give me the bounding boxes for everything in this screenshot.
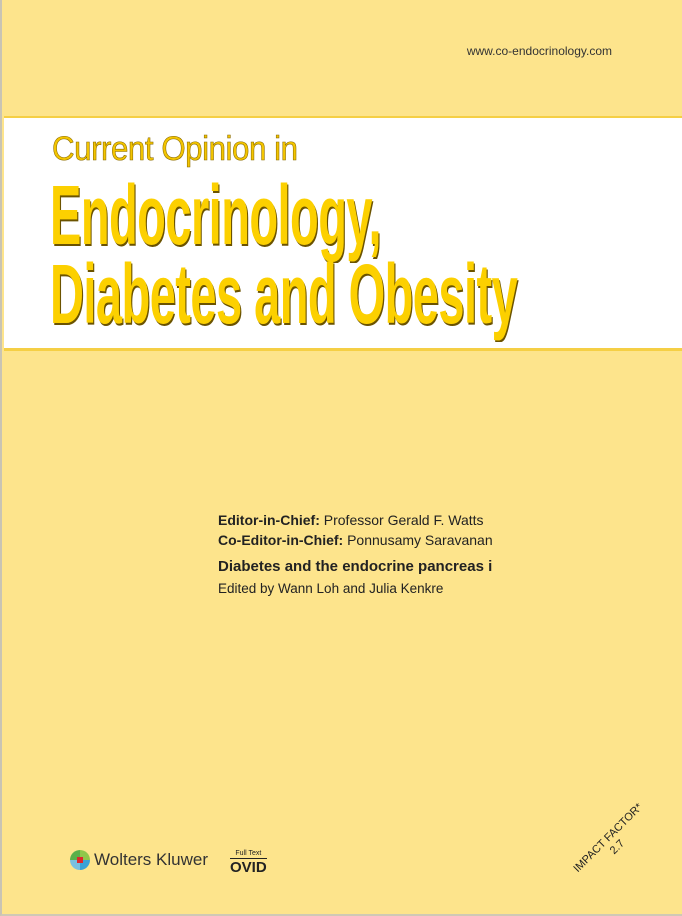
editor-in-chief-name: Professor Gerald F. Watts bbox=[323, 512, 484, 528]
title-band bbox=[4, 116, 682, 351]
co-editor-name: Ponnusamy Saravanan bbox=[347, 532, 493, 548]
impact-factor: IMPACT FACTOR* 2.7 bbox=[571, 801, 655, 885]
ovid-logo: Full Text OVID bbox=[230, 850, 267, 876]
editors: Editor-in-Chief: Professor Gerald F. Wat… bbox=[218, 510, 493, 550]
journal-prefix: Current Opinion in bbox=[52, 130, 299, 169]
journal-title-line2: Diabetes and Obesity bbox=[50, 247, 518, 341]
wolters-kluwer-logo: Wolters Kluwer bbox=[70, 850, 208, 870]
ovid-name: OVID bbox=[230, 859, 267, 876]
wolters-kluwer-globe-icon bbox=[70, 850, 90, 870]
journal-url[interactable]: www.co-endocrinology.com bbox=[466, 44, 612, 58]
issue-topic: Diabetes and the endocrine pancreas i bbox=[218, 558, 493, 575]
journal-title-line1: Endocrinology, bbox=[50, 168, 382, 262]
editor-in-chief-label: Editor-in-Chief: bbox=[218, 512, 320, 528]
ovid-full-text: Full Text bbox=[230, 850, 267, 859]
publisher-name: Wolters Kluwer bbox=[94, 850, 208, 869]
co-editor-label: Co-Editor-in-Chief: bbox=[218, 532, 344, 548]
issue-editors: Edited by Wann Loh and Julia Kenkre bbox=[218, 581, 444, 596]
